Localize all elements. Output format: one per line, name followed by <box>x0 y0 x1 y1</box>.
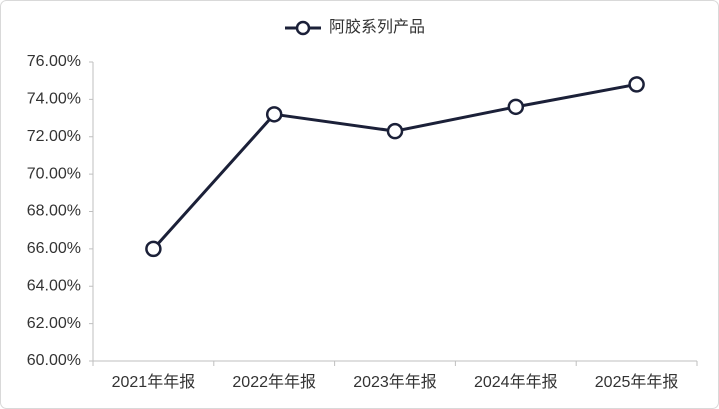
y-tick-label: 60.00% <box>27 352 81 369</box>
x-tick-label: 2025年年报 <box>595 373 679 391</box>
y-tick-label: 64.00% <box>27 277 81 294</box>
y-tick-label: 72.00% <box>27 128 81 145</box>
y-tick-label: 68.00% <box>27 203 81 220</box>
data-point <box>145 240 162 258</box>
y-tick-label: 74.00% <box>27 91 81 108</box>
y-tick-label: 62.00% <box>27 315 81 332</box>
legend-label: 阿胶系列产品 <box>329 18 425 36</box>
data-point <box>386 122 404 140</box>
x-tick-label: 2021年年报 <box>112 373 196 391</box>
y-tick-label: 70.00% <box>27 165 81 182</box>
x-tick-label: 2022年年报 <box>232 373 316 391</box>
data-point <box>628 76 645 93</box>
data-point <box>507 98 525 116</box>
y-tick-label: 76.00% <box>27 53 81 70</box>
x-tick-label: 2023年年报 <box>353 373 437 391</box>
legend-marker <box>295 20 311 36</box>
x-tick-label: 2024年年报 <box>474 373 558 391</box>
y-tick-label: 66.00% <box>27 240 81 257</box>
data-point <box>265 106 283 123</box>
